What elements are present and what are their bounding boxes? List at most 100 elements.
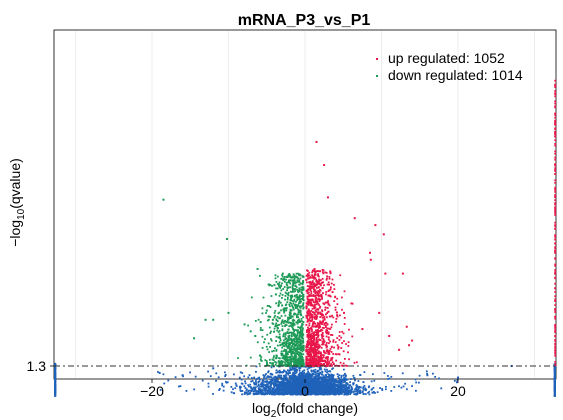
up-point <box>554 127 557 130</box>
up-point <box>340 336 343 339</box>
ns-point <box>316 374 319 377</box>
ns-point <box>327 389 329 392</box>
ns-point <box>553 378 556 381</box>
ns-point <box>290 387 293 390</box>
up-point <box>327 294 330 297</box>
down-point <box>287 316 289 319</box>
ns-point <box>299 385 301 387</box>
ns-point <box>302 393 305 396</box>
ns-point <box>342 389 345 392</box>
up-point <box>308 271 311 274</box>
up-point <box>311 285 313 288</box>
up-point <box>310 335 312 338</box>
ns-point <box>254 386 257 389</box>
ns-point <box>267 375 269 378</box>
ns-point <box>331 389 334 392</box>
down-point <box>275 287 278 290</box>
down-point <box>302 353 305 356</box>
up-point <box>554 277 557 280</box>
ns-point <box>297 385 300 388</box>
ns-point <box>290 388 292 391</box>
down-point <box>280 315 283 318</box>
ns-point <box>305 393 308 396</box>
ns-point <box>249 383 252 386</box>
down-point <box>269 306 272 308</box>
ns-point <box>331 368 334 370</box>
ns-point <box>157 371 159 373</box>
up-point <box>313 362 316 365</box>
ns-point <box>283 389 286 392</box>
down-point <box>298 273 301 276</box>
down-point <box>297 329 299 332</box>
ns-point <box>271 382 274 385</box>
up-point <box>313 305 316 308</box>
ns-point <box>253 393 255 395</box>
down-point <box>261 312 264 315</box>
down-point <box>296 350 299 353</box>
ns-point <box>338 379 340 382</box>
ns-point <box>265 384 268 387</box>
down-point <box>289 290 292 293</box>
down-point <box>281 297 283 299</box>
down-point <box>276 329 279 332</box>
ns-point <box>269 378 272 381</box>
up-point <box>308 281 310 284</box>
up-point <box>329 340 332 343</box>
ns-point <box>305 377 308 380</box>
ns-point <box>244 392 247 395</box>
down-point <box>302 346 305 349</box>
ns-point <box>271 391 274 394</box>
down-point <box>286 345 288 348</box>
ns-point <box>312 384 315 387</box>
up-point <box>310 292 313 295</box>
ns-point <box>282 369 285 372</box>
ns-point <box>300 381 303 384</box>
up-point <box>331 314 334 317</box>
ns-point <box>290 368 293 371</box>
ns-point <box>354 393 357 396</box>
down-point <box>275 340 277 342</box>
up-point <box>327 300 329 302</box>
ns-point <box>400 386 403 389</box>
ns-point <box>293 381 296 383</box>
ns-point <box>298 376 301 379</box>
ns-point <box>282 378 285 381</box>
ns-point <box>243 375 246 378</box>
ns-point <box>343 376 346 379</box>
ns-point <box>553 381 556 384</box>
ns-point <box>163 382 166 385</box>
ns-point <box>288 375 291 377</box>
ns-point <box>261 392 264 395</box>
up-point <box>322 272 325 275</box>
ns-point <box>296 378 298 381</box>
ns-point <box>259 392 262 395</box>
ns-point <box>310 369 313 372</box>
down-point <box>270 295 273 297</box>
ns-point <box>268 392 271 395</box>
down-point <box>279 292 282 295</box>
down-point <box>292 273 295 276</box>
up-point <box>309 343 312 345</box>
down-point <box>301 295 304 297</box>
ns-point <box>287 373 290 376</box>
ns-point <box>235 384 238 387</box>
up-point <box>307 343 310 346</box>
up-point <box>326 316 328 319</box>
ns-point <box>339 378 342 381</box>
ns-point <box>310 381 313 384</box>
ns-point <box>357 390 360 392</box>
up-point <box>324 309 327 311</box>
ns-point <box>291 389 294 392</box>
up-point <box>554 334 557 337</box>
ns-point <box>287 370 290 372</box>
down-point <box>293 329 295 331</box>
down-point <box>272 359 275 362</box>
ns-point <box>253 389 256 392</box>
up-point <box>308 360 311 363</box>
ns-point <box>340 374 343 377</box>
up-point <box>305 358 308 361</box>
up-point <box>306 297 309 300</box>
up-point <box>554 250 557 253</box>
down-point <box>285 324 288 327</box>
ns-point <box>238 376 241 379</box>
